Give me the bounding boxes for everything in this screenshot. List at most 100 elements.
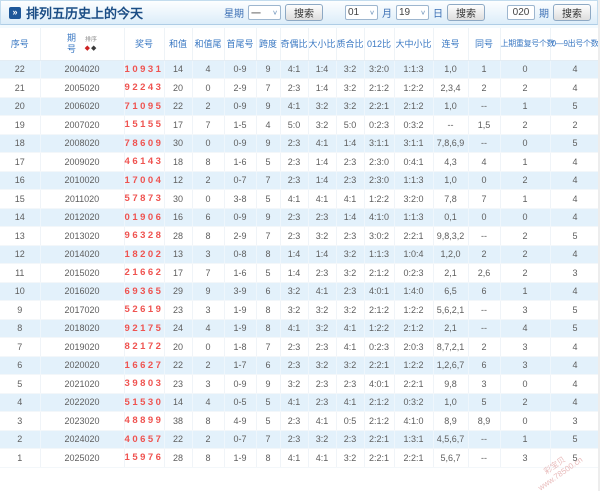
cell-sum: 20 [164, 78, 193, 98]
week-select[interactable]: 一 ∨ [248, 5, 281, 20]
day-select-value: 19 [399, 7, 411, 18]
cell-consecutive: 1,2,0 [433, 245, 469, 264]
month-select[interactable]: 01 ∨ [345, 5, 378, 20]
cell-prev-repeat-count: 2 [500, 115, 551, 135]
cell-prev-repeat-count: 4 [500, 319, 551, 338]
cell-prev-repeat-count: 3 [500, 300, 551, 320]
cell-seq: 18 [0, 134, 41, 153]
cell-issue: 2017020 [40, 300, 125, 320]
cell-odd-even: 4:1 [280, 97, 309, 116]
cell-issue: 2014020 [40, 245, 125, 264]
cell-zero12-ratio: 2:1:2 [364, 393, 395, 412]
cell-prev-repeat-count: 2 [500, 171, 551, 190]
cell-big-mid-small: 1:3:1 [394, 430, 434, 449]
cell-same: -- [468, 448, 501, 468]
chevron-down-icon: ∨ [369, 8, 375, 17]
search-controls: 星期 一 ∨ 搜索 01 ∨ 月 19 ∨ 日 搜索 期 搜索 [224, 4, 591, 21]
cell-big-small: 4:1 [308, 411, 337, 431]
cell-issue: 2013020 [40, 226, 125, 246]
cell-prime-composite: 2:3 [336, 152, 365, 172]
day-select[interactable]: 19 ∨ [396, 5, 429, 20]
cell-first-last: 3-8 [224, 189, 257, 209]
cell-same: 2,6 [468, 263, 501, 283]
cell-first-last: 0-9 [224, 134, 257, 153]
cell-prev-repeat-count: 1 [500, 430, 551, 449]
cell-big-mid-small: 1:0:4 [394, 245, 434, 264]
cell-big-mid-small: 2:2:1 [394, 448, 434, 468]
cell-seq: 15 [0, 189, 41, 209]
cell-same: -- [468, 319, 501, 338]
cell-zero12-ratio: 3:1:1 [364, 134, 395, 153]
cell-prime-composite: 4:1 [336, 393, 365, 412]
cell-big-mid-small: 3:1:1 [394, 134, 434, 153]
cell-span: 6 [256, 356, 281, 375]
cell-first-last: 2-9 [224, 78, 257, 98]
cell-prev-repeat-count: 0 [500, 411, 551, 431]
cell-sum: 16 [164, 208, 193, 227]
column-header-prev-repeat-count: 上期重复号个数 [500, 28, 555, 61]
cell-span: 6 [256, 282, 281, 301]
sort-desc-icon[interactable]: ◆ [91, 44, 97, 52]
cell-digit-count: 4 [550, 374, 598, 394]
cell-big-small: 4:1 [308, 134, 337, 153]
cell-seq: 14 [0, 208, 41, 227]
cell-issue: 2020020 [40, 356, 125, 375]
cell-big-mid-small: 0:3:2 [394, 115, 434, 135]
table-row: 7 2019020 82172 20 0 1-8 7 2:3 2:3 4:1 0:2:3 2:0:3 8… [0, 337, 598, 357]
cell-sum: 13 [164, 245, 193, 264]
issue-search-button[interactable]: 搜索 [553, 4, 591, 21]
cell-issue: 2005020 [40, 78, 125, 98]
cell-same: -- [468, 97, 501, 116]
sort-asc-icon[interactable]: ◆ [84, 44, 90, 52]
cell-odd-even: 5:0 [280, 115, 309, 135]
table-row: 3 2023020 48899 38 8 4-9 5 2:3 4:1 0:5 2:1:2 4:1:0 8… [0, 411, 598, 431]
cell-sum: 22 [164, 430, 193, 449]
cell-sum: 18 [164, 152, 193, 172]
day-label: 日 [433, 9, 443, 20]
cell-big-small: 3:2 [308, 97, 337, 116]
cell-same: 7 [468, 189, 501, 209]
issue-label: 期 [539, 9, 549, 20]
cell-consecutive: -- [433, 115, 469, 135]
cell-sum-tail: 4 [192, 60, 225, 79]
cell-zero12-ratio: 2:2:1 [364, 448, 395, 468]
cell-digit-count: 4 [550, 337, 598, 357]
cell-consecutive: 5,6,2,1 [433, 300, 469, 320]
cell-consecutive: 2,1 [433, 319, 469, 338]
cell-odd-even: 3:2 [280, 374, 309, 394]
cell-digit-count: 5 [550, 97, 598, 116]
cell-first-last: 0-5 [224, 393, 257, 412]
cell-big-mid-small: 2:0:3 [394, 337, 434, 357]
cell-consecutive: 0,1 [433, 208, 469, 227]
cell-prev-repeat-count: 0 [500, 374, 551, 394]
cell-first-last: 0-9 [224, 97, 257, 116]
cell-digit-count: 5 [550, 430, 598, 449]
cell-seq: 2 [0, 430, 41, 449]
table-row: 11 2015020 21662 17 7 1-6 5 1:4 2:3 3:2 2:1:2 0:2:3… [0, 263, 598, 283]
cell-sum: 30 [164, 189, 193, 209]
cell-digit-count: 3 [550, 263, 598, 283]
cell-prize: 46143 [124, 152, 165, 172]
cell-odd-even: 3:2 [280, 282, 309, 301]
cell-prime-composite: 1:4 [336, 134, 365, 153]
cell-prize: 21662 [124, 263, 165, 283]
week-search-button[interactable]: 搜索 [285, 4, 323, 21]
cell-prize: 40657 [124, 430, 165, 449]
cell-span: 5 [256, 393, 281, 412]
cell-sum-tail: 8 [192, 226, 225, 246]
cell-first-last: 2-9 [224, 226, 257, 246]
cell-sum-tail: 2 [192, 97, 225, 116]
issue-input[interactable] [507, 5, 535, 20]
cell-big-small: 1:4 [308, 78, 337, 98]
cell-issue: 2018020 [40, 319, 125, 338]
date-search-button[interactable]: 搜索 [447, 4, 485, 21]
cell-issue: 2010020 [40, 171, 125, 190]
cell-same: -- [468, 134, 501, 153]
cell-prime-composite: 2:3 [336, 282, 365, 301]
cell-odd-even: 1:4 [280, 245, 309, 264]
cell-prev-repeat-count: 0 [500, 208, 551, 227]
table-row: 1 2025020 15976 28 8 1-9 8 4:1 4:1 3:2 2:2:1 2:2:1 5… [0, 448, 598, 468]
history-table: 序号 期号 排序 ◆◆ 奖号 和值 和值尾 首尾号 跨度 奇偶比 大小比 质合比 012比 大中小比 连号同… [0, 28, 598, 468]
cell-prize: 15976 [124, 448, 165, 468]
